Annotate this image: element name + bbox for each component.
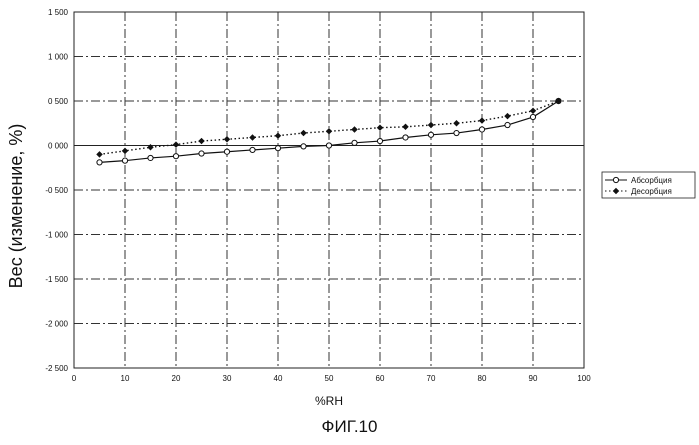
y-axis-label: Вес (изменение, %) bbox=[6, 124, 26, 289]
x-tick-label: 20 bbox=[172, 374, 181, 383]
data-point bbox=[199, 138, 205, 144]
data-point bbox=[377, 125, 383, 131]
x-axis-label: %RH bbox=[315, 394, 343, 408]
x-tick-label: 90 bbox=[529, 374, 538, 383]
y-tick-label: 0 000 bbox=[48, 142, 69, 151]
data-point bbox=[352, 140, 357, 145]
data-point bbox=[505, 113, 511, 119]
x-tick-label: 0 bbox=[72, 374, 77, 383]
x-tick-label: 70 bbox=[427, 374, 436, 383]
data-point bbox=[301, 144, 306, 149]
data-point bbox=[173, 142, 179, 148]
data-point bbox=[428, 132, 433, 137]
x-tick-label: 10 bbox=[121, 374, 130, 383]
data-point bbox=[275, 133, 281, 139]
data-point bbox=[505, 122, 510, 127]
data-point bbox=[428, 122, 434, 128]
data-point bbox=[530, 114, 535, 119]
x-tick-label: 50 bbox=[325, 374, 334, 383]
data-point bbox=[224, 136, 230, 142]
data-point bbox=[479, 127, 484, 132]
x-tick-label: 60 bbox=[376, 374, 385, 383]
y-tick-label: 1 000 bbox=[48, 53, 69, 62]
x-tick-labels: 0 10 20 30 40 50 60 70 80 90 100 bbox=[72, 374, 591, 383]
y-tick-label: 1 500 bbox=[48, 8, 69, 17]
data-point bbox=[199, 151, 204, 156]
data-point bbox=[479, 118, 485, 124]
legend-label: Десорбция bbox=[631, 187, 672, 196]
chart: 1 500 1 000 0 500 0 000 -0 500 -1 000 -1 500 -2… bbox=[0, 0, 699, 412]
y-tick-label: -2 000 bbox=[45, 320, 68, 329]
data-point bbox=[454, 120, 460, 126]
data-point bbox=[97, 152, 103, 158]
data-point bbox=[250, 147, 255, 152]
data-point bbox=[454, 130, 459, 135]
data-point bbox=[377, 138, 382, 143]
legend: Абсорбция Десорбция bbox=[602, 172, 695, 198]
figure-caption: ФИГ.10 bbox=[0, 417, 699, 437]
data-point bbox=[250, 135, 256, 141]
data-point bbox=[326, 128, 332, 134]
data-point bbox=[301, 130, 307, 136]
grid bbox=[74, 12, 584, 368]
x-tick-label: 80 bbox=[478, 374, 487, 383]
y-tick-label: -1 500 bbox=[45, 275, 68, 284]
data-point bbox=[122, 148, 128, 154]
legend-label: Абсорбция bbox=[631, 176, 672, 185]
x-tick-label: 30 bbox=[223, 374, 232, 383]
data-point bbox=[352, 127, 358, 133]
data-point bbox=[403, 135, 408, 140]
data-point bbox=[530, 108, 536, 114]
data-point bbox=[326, 143, 331, 148]
data-point bbox=[403, 124, 409, 130]
data-point bbox=[97, 160, 102, 165]
x-tick-label: 100 bbox=[577, 374, 591, 383]
data-point bbox=[224, 149, 229, 154]
y-tick-labels: 1 500 1 000 0 500 0 000 -0 500 -1 000 -1 500 -2… bbox=[45, 8, 68, 373]
data-point bbox=[122, 158, 127, 163]
data-point bbox=[173, 154, 178, 159]
y-tick-label: -2 500 bbox=[45, 364, 68, 373]
data-point bbox=[275, 146, 280, 151]
legend-swatch-marker bbox=[613, 177, 618, 182]
y-tick-label: 0 500 bbox=[48, 97, 69, 106]
x-tick-label: 40 bbox=[274, 374, 283, 383]
data-point bbox=[148, 155, 153, 160]
y-tick-label: -1 000 bbox=[45, 231, 68, 240]
y-tick-label: -0 500 bbox=[45, 186, 68, 195]
